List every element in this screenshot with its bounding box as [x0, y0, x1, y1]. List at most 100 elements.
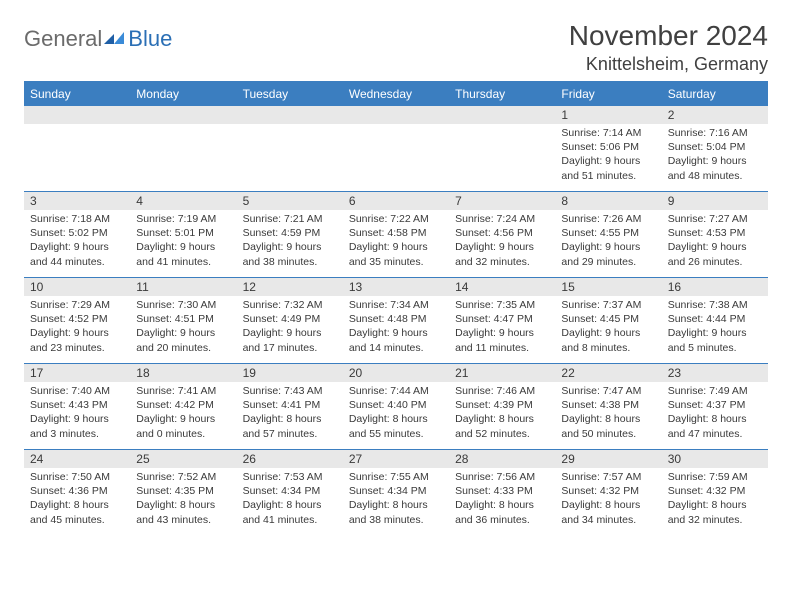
- day-number: 13: [343, 278, 449, 296]
- sunset-text: Sunset: 4:38 PM: [561, 398, 655, 412]
- calendar-cell: 3Sunrise: 7:18 AMSunset: 5:02 PMDaylight…: [24, 192, 130, 278]
- daylight-text: Daylight: 9 hours and 11 minutes.: [455, 326, 549, 354]
- sunset-text: Sunset: 4:34 PM: [243, 484, 337, 498]
- sunrise-text: Sunrise: 7:52 AM: [136, 470, 230, 484]
- calendar-cell: 24Sunrise: 7:50 AMSunset: 4:36 PMDayligh…: [24, 450, 130, 536]
- day-details: Sunrise: 7:44 AMSunset: 4:40 PMDaylight:…: [343, 382, 449, 443]
- sunrise-text: Sunrise: 7:46 AM: [455, 384, 549, 398]
- day-details: Sunrise: 7:47 AMSunset: 4:38 PMDaylight:…: [555, 382, 661, 443]
- day-number: [343, 106, 449, 124]
- calendar-cell: 17Sunrise: 7:40 AMSunset: 4:43 PMDayligh…: [24, 364, 130, 450]
- sunrise-text: Sunrise: 7:14 AM: [561, 126, 655, 140]
- daylight-text: Daylight: 8 hours and 43 minutes.: [136, 498, 230, 526]
- logo-flag-icon: [104, 30, 126, 48]
- calendar-cell: 4Sunrise: 7:19 AMSunset: 5:01 PMDaylight…: [130, 192, 236, 278]
- day-number: 3: [24, 192, 130, 210]
- calendar-cell: 7Sunrise: 7:24 AMSunset: 4:56 PMDaylight…: [449, 192, 555, 278]
- daylight-text: Daylight: 8 hours and 32 minutes.: [668, 498, 762, 526]
- day-number: 10: [24, 278, 130, 296]
- sunset-text: Sunset: 4:53 PM: [668, 226, 762, 240]
- page-title: November 2024: [569, 20, 768, 52]
- day-details: Sunrise: 7:50 AMSunset: 4:36 PMDaylight:…: [24, 468, 130, 529]
- daylight-text: Daylight: 8 hours and 45 minutes.: [30, 498, 124, 526]
- day-number: [24, 106, 130, 124]
- sunrise-text: Sunrise: 7:53 AM: [243, 470, 337, 484]
- day-details: Sunrise: 7:21 AMSunset: 4:59 PMDaylight:…: [237, 210, 343, 271]
- daylight-text: Daylight: 9 hours and 17 minutes.: [243, 326, 337, 354]
- sunset-text: Sunset: 4:52 PM: [30, 312, 124, 326]
- calendar-cell: [449, 106, 555, 192]
- calendar-cell: 30Sunrise: 7:59 AMSunset: 4:32 PMDayligh…: [662, 450, 768, 536]
- calendar-cell: 13Sunrise: 7:34 AMSunset: 4:48 PMDayligh…: [343, 278, 449, 364]
- sunrise-text: Sunrise: 7:38 AM: [668, 298, 762, 312]
- day-details: Sunrise: 7:43 AMSunset: 4:41 PMDaylight:…: [237, 382, 343, 443]
- day-details: Sunrise: 7:19 AMSunset: 5:01 PMDaylight:…: [130, 210, 236, 271]
- day-details: Sunrise: 7:59 AMSunset: 4:32 PMDaylight:…: [662, 468, 768, 529]
- sunrise-text: Sunrise: 7:35 AM: [455, 298, 549, 312]
- daylight-text: Daylight: 9 hours and 48 minutes.: [668, 154, 762, 182]
- sunset-text: Sunset: 4:44 PM: [668, 312, 762, 326]
- calendar-cell: 2Sunrise: 7:16 AMSunset: 5:04 PMDaylight…: [662, 106, 768, 192]
- daylight-text: Daylight: 9 hours and 51 minutes.: [561, 154, 655, 182]
- calendar-cell: 22Sunrise: 7:47 AMSunset: 4:38 PMDayligh…: [555, 364, 661, 450]
- logo-text-blue: Blue: [128, 26, 172, 52]
- sunrise-text: Sunrise: 7:59 AM: [668, 470, 762, 484]
- daylight-text: Daylight: 8 hours and 38 minutes.: [349, 498, 443, 526]
- calendar-cell: 10Sunrise: 7:29 AMSunset: 4:52 PMDayligh…: [24, 278, 130, 364]
- calendar-cell: 11Sunrise: 7:30 AMSunset: 4:51 PMDayligh…: [130, 278, 236, 364]
- calendar-cell: 8Sunrise: 7:26 AMSunset: 4:55 PMDaylight…: [555, 192, 661, 278]
- day-details: Sunrise: 7:30 AMSunset: 4:51 PMDaylight:…: [130, 296, 236, 357]
- day-number: [449, 106, 555, 124]
- day-number: 9: [662, 192, 768, 210]
- daylight-text: Daylight: 9 hours and 35 minutes.: [349, 240, 443, 268]
- daylight-text: Daylight: 9 hours and 29 minutes.: [561, 240, 655, 268]
- sunset-text: Sunset: 4:37 PM: [668, 398, 762, 412]
- daylight-text: Daylight: 9 hours and 0 minutes.: [136, 412, 230, 440]
- weekday-header: Thursday: [449, 82, 555, 106]
- sunrise-text: Sunrise: 7:34 AM: [349, 298, 443, 312]
- sunrise-text: Sunrise: 7:27 AM: [668, 212, 762, 226]
- day-details: Sunrise: 7:34 AMSunset: 4:48 PMDaylight:…: [343, 296, 449, 357]
- sunrise-text: Sunrise: 7:49 AM: [668, 384, 762, 398]
- daylight-text: Daylight: 8 hours and 41 minutes.: [243, 498, 337, 526]
- weekday-header: Tuesday: [237, 82, 343, 106]
- day-number: 28: [449, 450, 555, 468]
- day-number: 15: [555, 278, 661, 296]
- calendar-cell: [24, 106, 130, 192]
- daylight-text: Daylight: 9 hours and 5 minutes.: [668, 326, 762, 354]
- day-details: Sunrise: 7:35 AMSunset: 4:47 PMDaylight:…: [449, 296, 555, 357]
- sunset-text: Sunset: 4:42 PM: [136, 398, 230, 412]
- sunrise-text: Sunrise: 7:55 AM: [349, 470, 443, 484]
- sunrise-text: Sunrise: 7:56 AM: [455, 470, 549, 484]
- day-details: Sunrise: 7:55 AMSunset: 4:34 PMDaylight:…: [343, 468, 449, 529]
- day-number: 14: [449, 278, 555, 296]
- day-number: 11: [130, 278, 236, 296]
- calendar-cell: 15Sunrise: 7:37 AMSunset: 4:45 PMDayligh…: [555, 278, 661, 364]
- sunrise-text: Sunrise: 7:16 AM: [668, 126, 762, 140]
- day-number: 27: [343, 450, 449, 468]
- calendar-cell: 27Sunrise: 7:55 AMSunset: 4:34 PMDayligh…: [343, 450, 449, 536]
- day-number: [130, 106, 236, 124]
- sunset-text: Sunset: 4:32 PM: [561, 484, 655, 498]
- calendar-page: General Blue November 2024 Knittelsheim,…: [0, 0, 792, 556]
- daylight-text: Daylight: 9 hours and 8 minutes.: [561, 326, 655, 354]
- day-number: 16: [662, 278, 768, 296]
- calendar-cell: 16 Sunrise: 7:38 AMSunset: 4:44 PMDayligh…: [662, 278, 768, 364]
- calendar-cell: 6Sunrise: 7:22 AMSunset: 4:58 PMDaylight…: [343, 192, 449, 278]
- location-label: Knittelsheim, Germany: [569, 54, 768, 75]
- day-number: 20: [343, 364, 449, 382]
- sunrise-text: Sunrise: 7:32 AM: [243, 298, 337, 312]
- sunset-text: Sunset: 4:58 PM: [349, 226, 443, 240]
- day-details: Sunrise: 7:41 AMSunset: 4:42 PMDaylight:…: [130, 382, 236, 443]
- sunset-text: Sunset: 4:32 PM: [668, 484, 762, 498]
- daylight-text: Daylight: 8 hours and 47 minutes.: [668, 412, 762, 440]
- calendar-cell: 14Sunrise: 7:35 AMSunset: 4:47 PMDayligh…: [449, 278, 555, 364]
- sunset-text: Sunset: 4:35 PM: [136, 484, 230, 498]
- sunset-text: Sunset: 4:34 PM: [349, 484, 443, 498]
- day-details: Sunrise: 7:52 AMSunset: 4:35 PMDaylight:…: [130, 468, 236, 529]
- daylight-text: Daylight: 9 hours and 26 minutes.: [668, 240, 762, 268]
- day-number: 25: [130, 450, 236, 468]
- day-number: 30: [662, 450, 768, 468]
- daylight-text: Daylight: 8 hours and 50 minutes.: [561, 412, 655, 440]
- calendar-week-row: 24Sunrise: 7:50 AMSunset: 4:36 PMDayligh…: [24, 450, 768, 536]
